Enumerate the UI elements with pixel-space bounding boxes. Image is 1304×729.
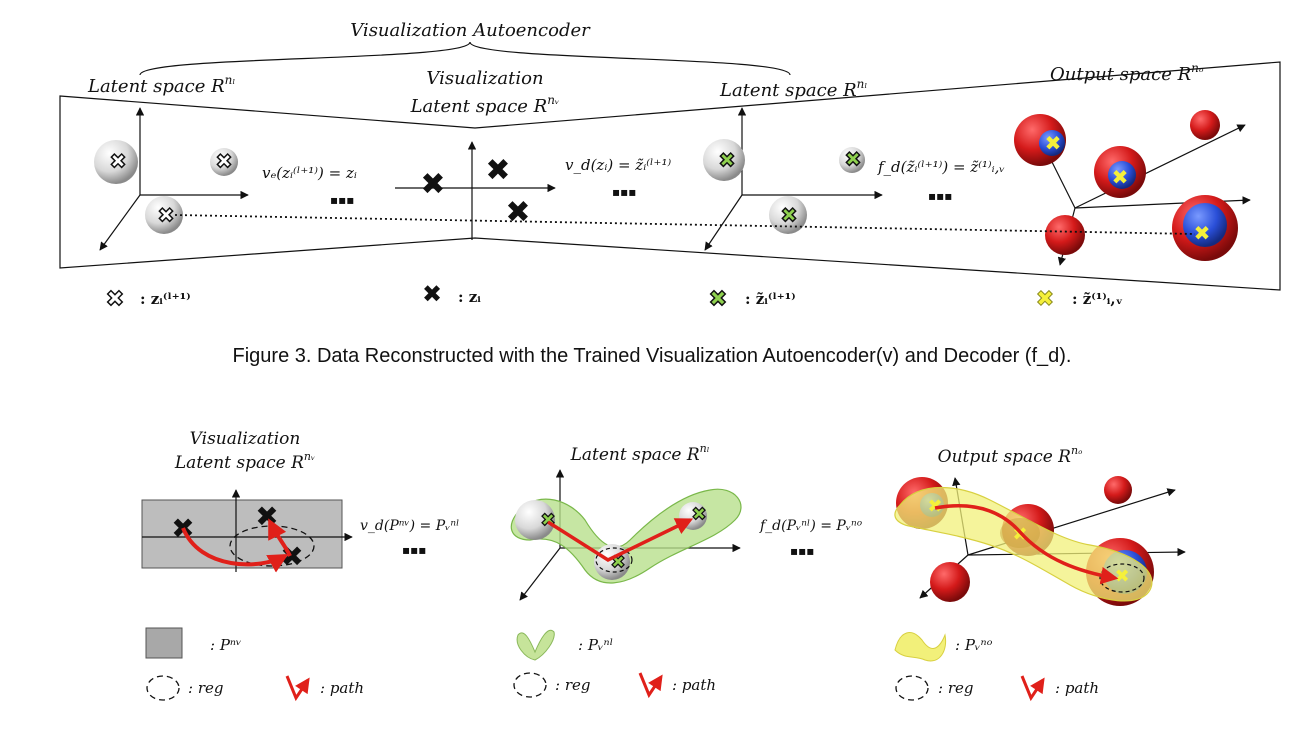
legend-yellow-text: : z̃⁽¹⁾ᵢ,ᵥ [1072, 290, 1123, 308]
legend-gray-box-icon [145, 627, 183, 659]
legend-green-text: : z̃ᵢ⁽ˡ⁺¹⁾ [745, 290, 796, 308]
fig4-dots-2: ▪▪▪ [790, 544, 814, 558]
fig4-red-sphere-3 [1104, 476, 1132, 504]
latent-left-label: Latent space Rnₗ [87, 73, 235, 97]
figure-4: Visualization Latent space Rnᵥ Latent sp… [141, 429, 1186, 702]
fig4-vis-1: Visualization [190, 429, 301, 449]
dotted-path-line [174, 214, 1196, 235]
legend-reg-text-1: : reg [188, 679, 223, 697]
white-spheres-left [94, 140, 238, 234]
white-crosses-left: ✖ ✖ ✖ [109, 148, 233, 228]
legend-path-icon-1 [285, 675, 310, 702]
eq-fd: f_d(z̃ᵢ⁽ˡ⁺¹⁾) = z̃⁽¹⁾ᵢ,ᵥ [877, 158, 1005, 176]
black-crosses: ✖ ✖ ✖ [420, 153, 530, 230]
legend-gray-text: : Pⁿᵛ [210, 636, 242, 654]
gray-region-box [141, 499, 343, 569]
svg-text:✖: ✖ [1045, 131, 1062, 155]
fig3-legend: ✖ : zᵢ⁽ˡ⁺¹⁾ ✖ : zᵢ ✖ : z̃ᵢ⁽ˡ⁺¹⁾ ✖ : z̃⁽¹… [105, 280, 1123, 313]
legend-black-text: : zᵢ [458, 288, 481, 306]
fig4-red-sphere-4 [930, 562, 970, 602]
eq-encoder: vₑ(zᵢ⁽ˡ⁺¹⁾) = zᵢ [262, 164, 357, 182]
svg-text:✖: ✖ [781, 203, 798, 227]
dots-3: ▪▪▪ [928, 189, 952, 203]
left-axes [99, 107, 249, 251]
svg-text:✖: ✖ [420, 167, 445, 202]
vis-label-1: Visualization [426, 68, 543, 89]
legend-reg-icon-1 [146, 675, 180, 701]
svg-text:✖: ✖ [845, 147, 862, 171]
legend-reg-icon-2 [513, 672, 547, 698]
legend-yellow-blob-icon [894, 632, 947, 662]
legend-path-text-3: : path [1055, 679, 1099, 697]
legend-path-icon-2 [638, 672, 663, 699]
path-arrow-right [934, 504, 1119, 585]
legend-path-icon-3 [1020, 675, 1045, 702]
svg-text:✖: ✖ [1114, 566, 1129, 587]
svg-text:✖: ✖ [691, 504, 706, 525]
legend-green-cross-icon: ✖ [709, 287, 727, 312]
fig4-left-axes [142, 489, 353, 572]
path-arrow-left [181, 527, 289, 573]
svg-text:✖: ✖ [1194, 221, 1211, 245]
svg-text:✖: ✖ [719, 148, 736, 172]
legend-white-text: : zᵢ⁽ˡ⁺¹⁾ [140, 290, 191, 308]
blue-spheres-fig3 [1039, 130, 1227, 247]
bowtie-frame [59, 61, 1281, 291]
svg-text:✖: ✖ [505, 195, 530, 230]
legend-green-text: : Pᵥⁿˡ [578, 636, 613, 654]
svg-text:✖: ✖ [110, 149, 127, 173]
fig4-latent-label: Latent space Rnₗ [570, 442, 710, 465]
legend-reg-text-3: : reg [938, 679, 973, 697]
dots-2: ▪▪▪ [612, 185, 636, 199]
fig4-eq-vd: v_d(Pⁿᵛ) = Pᵥⁿˡ [360, 518, 459, 534]
legend-reg-icon-3 [895, 675, 929, 701]
svg-text:✖: ✖ [216, 149, 233, 173]
legend-reg-text-2: : reg [555, 676, 590, 694]
fig4-white-sphere-1 [515, 500, 555, 540]
path-arrow-mid [547, 518, 694, 563]
legend-yellow-cross-icon: ✖ [1036, 287, 1054, 312]
svg-text:✖: ✖ [485, 153, 510, 188]
legend-white-cross-icon: ✖ [106, 287, 124, 312]
output-label: Output space Rnₒ [1050, 61, 1204, 85]
legend-path-text-2: : path [672, 676, 716, 694]
yellow-crosses-fig3: ✖ ✖ ✖ [1045, 131, 1211, 245]
figure-3-caption: Figure 3. Data Reconstructed with the Tr… [233, 345, 1072, 367]
fig3-title: Visualization Autoencoder [350, 20, 591, 41]
svg-text:✖: ✖ [540, 510, 555, 531]
fig4-vis-2: Latent space Rnᵥ [174, 450, 315, 473]
fig4-eq-fd: f_d(Pᵥⁿˡ) = Pᵥⁿᵒ [759, 518, 862, 534]
fig4-dots-1: ▪▪▪ [402, 543, 426, 557]
legend-yellow-text: : Pᵥⁿᵒ [955, 636, 993, 654]
white-spheres-right [703, 139, 865, 234]
reg-ellipse-mid [595, 547, 633, 573]
path-arrow-left-2 [268, 518, 292, 557]
legend-path-text-1: : path [320, 679, 364, 697]
green-crosses: ✖ ✖ ✖ [718, 146, 862, 228]
figure-3: Visualization Autoencoder Latent space R… [59, 20, 1281, 367]
center-axes [395, 141, 556, 240]
svg-text:✖: ✖ [1112, 165, 1129, 189]
eq-decoder: v_d(zᵢ) = z̃ᵢ⁽ˡ⁺¹⁾ [565, 156, 671, 174]
brace [139, 41, 791, 76]
svg-text:✖: ✖ [158, 203, 175, 227]
fig4-output-label: Output space Rnₒ [938, 444, 1083, 467]
vis-label-2: Latent space Rnᵥ [410, 93, 560, 117]
latent-right-label: Latent space Rnₗ [719, 77, 867, 101]
dots-1: ▪▪▪ [330, 193, 354, 207]
fig4-legend: : Pⁿᵛ : Pᵥⁿˡ : Pᵥⁿᵒ : reg : path : reg :… [145, 627, 1099, 702]
legend-black-cross-icon: ✖ [422, 280, 442, 308]
legend-green-blob-icon [516, 629, 555, 661]
